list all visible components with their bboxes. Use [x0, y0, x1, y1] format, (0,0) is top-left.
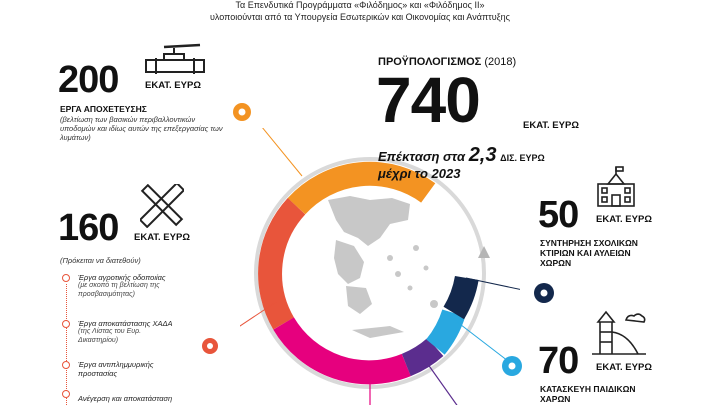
- sewerage-unit: ΕΚΑΤ. ΕΥΡΩ: [145, 80, 201, 91]
- dot-playgrounds: [502, 356, 522, 376]
- roads-item: Έργα αγροτικής οδοποιίας (με σκοπό τη βε…: [78, 273, 208, 299]
- school-building-icon: [597, 166, 635, 207]
- connector-sewerage: [262, 128, 303, 177]
- segment-sewerage: [287, 161, 436, 215]
- dot-schools: [534, 283, 554, 303]
- playgrounds-unit: ΕΚΑΤ. ΕΥΡΩ: [596, 362, 652, 373]
- roads-unit: ΕΚΑΤ. ΕΥΡΩ: [134, 232, 190, 243]
- budget-extension: Επέκταση στα 2,3 ΔΙΣ. ΕΥΡΩ: [378, 144, 545, 167]
- greece-map: [328, 196, 438, 338]
- budget-label-text: ΠΡΟΫΠΟΛΟΓΙΣΜΟΣ: [378, 56, 482, 68]
- segment-schools: [443, 275, 479, 320]
- roads-note: (Πρόκειται να διατεθούν): [60, 256, 141, 265]
- extension-unit: ΔΙΣ. ΕΥΡΩ: [500, 153, 545, 163]
- ring-arrow-icon: [478, 246, 490, 258]
- schools-value: 50: [538, 194, 579, 236]
- extension-until: μέχρι το 2023: [378, 166, 461, 181]
- budget-unit: ΕΚΑΤ. ΕΥΡΩ: [523, 120, 579, 131]
- schools-unit: ΕΚΑΤ. ΕΥΡΩ: [596, 214, 652, 225]
- budget-donut-graphic: [240, 128, 520, 405]
- roads-item-dot: [62, 320, 70, 328]
- header-line-2: υλοποιούνται από τα Υπουργεία Εσωτερικών…: [209, 12, 511, 22]
- ruler-pencil-icon: [140, 184, 184, 228]
- valve-pipe-icon: [145, 43, 205, 74]
- roads-item-title: Έργα αποκατάστασης ΧΑΔΑ: [78, 319, 173, 328]
- roads-item-sub: (της Λίστας του Ευρ. Δικαστηρίου): [78, 328, 142, 344]
- sewerage-value: 200: [58, 59, 119, 101]
- roads-item: Έργα αποκατάστασης ΧΑΔΑ (της Λίστας του …: [78, 319, 208, 345]
- budget-year: (2018): [484, 56, 517, 68]
- roads-item-title: Ανέγερση και αποκατάσταση: [78, 394, 173, 403]
- roads-item-dot: [62, 361, 70, 369]
- playground-slide-icon: [592, 310, 646, 355]
- segment-purple: [401, 337, 444, 377]
- header-line-1: Τα Επενδυτικά Προγράμματα «Φιλόδημος» κα…: [235, 0, 485, 10]
- connector-schools: [465, 277, 520, 290]
- playgrounds-value: 70: [538, 340, 579, 382]
- roads-timeline: [66, 284, 67, 405]
- connector-playgrounds: [451, 317, 513, 365]
- extension-value: 2,3: [468, 144, 497, 166]
- extension-prefix: Επέκταση στα: [378, 149, 466, 164]
- roads-item: Έργα αντιπλημμυρικής προστασίας: [78, 360, 188, 378]
- sewerage-desc: (βελτίωση των βασικών περιβαλλοντικών υπ…: [60, 115, 223, 142]
- roads-item-sub: (με σκοπό τη βελτίωση της προσβασιμότητα…: [78, 282, 160, 298]
- dot-roads: [202, 338, 218, 354]
- segment-other: [273, 317, 411, 385]
- segment-roads: [258, 198, 306, 330]
- dot-sewerage: [233, 103, 251, 121]
- budget-label: ΠΡΟΫΠΟΛΟΓΙΣΜΟΣ (2018): [378, 56, 516, 68]
- roads-item-dot: [62, 274, 70, 282]
- outer-ring: [254, 157, 486, 389]
- connector-purple: [419, 352, 458, 405]
- roads-item-title: Έργα αντιπλημμυρικής προστασίας: [78, 360, 154, 378]
- playgrounds-title: ΚΑΤΑΣΚΕΥΗ ΠΑΙΔΙΚΩΝ ΧΑΡΩΝ: [540, 384, 636, 404]
- sewerage-title: ΕΡΓΑ ΑΠΟΧΕΤΕΥΣΗΣ: [60, 104, 147, 114]
- connector-roads: [240, 301, 277, 327]
- roads-item-dot: [62, 390, 70, 398]
- segment-playgrounds: [425, 309, 466, 355]
- roads-item-title: Έργα αγροτικής οδοποιίας: [78, 273, 166, 282]
- budget-value: 740: [376, 64, 481, 136]
- roads-value: 160: [58, 207, 119, 249]
- schools-title: ΣΥΝΤΗΡΗΣΗ ΣΧΟΛΙΚΩΝ ΚΤΙΡΙΩΝ ΚΑΙ ΑΥΛΕΙΩΝ Χ…: [540, 238, 638, 268]
- roads-item: Ανέγερση και αποκατάσταση: [78, 394, 208, 403]
